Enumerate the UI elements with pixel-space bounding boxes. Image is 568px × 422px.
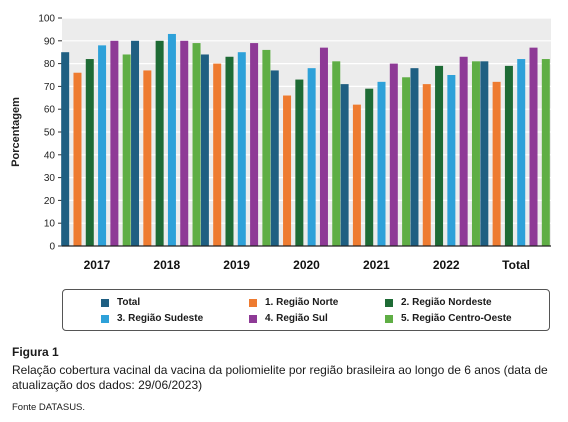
bar (529, 47, 538, 246)
legend-label: 2. Região Nordeste (401, 297, 492, 308)
y-tick-label: 20 (44, 196, 56, 207)
bar (435, 65, 444, 246)
figure-caption: Relação cobertura vacinal da vacina da p… (12, 363, 548, 392)
bar (541, 59, 550, 246)
bar (270, 70, 279, 246)
y-tick-label: 90 (44, 36, 56, 47)
legend-item-nordeste: 2. Região Nordeste (385, 297, 492, 308)
legend-item-total: Total (101, 297, 140, 308)
bar (98, 45, 107, 246)
bar (410, 68, 419, 246)
y-tick-label: 10 (44, 219, 56, 230)
legend-label: Total (117, 297, 141, 308)
legend-swatch (385, 314, 393, 323)
legend-swatch (101, 298, 109, 307)
legend-label: 5. Região Centro-Oeste (401, 313, 512, 324)
y-tick-label: 50 (44, 128, 56, 139)
bar (131, 40, 140, 246)
bar (180, 40, 189, 246)
legend-item-centro-oeste: 5. Região Centro-Oeste (385, 313, 512, 324)
bar (237, 52, 246, 247)
y-tick-label: 100 (38, 14, 55, 25)
legend-item-norte: 1. Região Norte (249, 297, 338, 308)
y-tick-label: 60 (44, 105, 56, 116)
legend-item-sudeste: 3. Região Sudeste (101, 313, 203, 324)
bar (250, 43, 259, 246)
bar (110, 40, 119, 246)
bar (377, 81, 386, 246)
bar (459, 56, 468, 247)
bar (143, 70, 152, 246)
bar (225, 56, 234, 247)
legend-label: 4. Região Sul (265, 313, 328, 324)
legend-label: 3. Região Sudeste (117, 313, 204, 324)
bar (319, 47, 328, 246)
x-tick-label: 2020 (293, 258, 320, 272)
bar (167, 33, 176, 247)
x-tick-label: 2018 (153, 258, 180, 272)
legend-swatch (249, 298, 257, 307)
figure-source: Fonte DATASUS. (12, 402, 86, 413)
bar (73, 72, 82, 246)
bar (447, 75, 456, 246)
bar (422, 84, 431, 247)
bar (85, 59, 94, 246)
x-tick-label: Total (502, 258, 530, 272)
legend-item-sul: 4. Região Sul (249, 313, 328, 324)
bar (492, 81, 501, 246)
bar (471, 61, 480, 246)
legend-swatch (249, 314, 257, 323)
bar (480, 61, 489, 246)
bar (155, 40, 164, 246)
bar (332, 61, 341, 246)
bar (61, 52, 70, 247)
bar (389, 63, 398, 246)
y-axis-label: Porcentagem (10, 97, 22, 167)
y-tick-label: 70 (44, 82, 56, 93)
x-tick-label: 2019 (223, 258, 250, 272)
x-tick-label: 2022 (433, 258, 460, 272)
bar (352, 104, 361, 246)
y-tick-label: 0 (49, 242, 55, 253)
bar (295, 79, 304, 246)
y-tick-label: 80 (44, 59, 56, 70)
bar (213, 63, 222, 246)
y-tick-label: 30 (44, 173, 56, 184)
bar-chart: 0 10 20 30 40 50 60 70 80 90 100 Porcentagem 2017 201… (10, 14, 551, 272)
bar (504, 65, 513, 246)
legend-swatch (101, 314, 109, 323)
bar (307, 68, 316, 246)
legend-swatch (385, 298, 393, 307)
bar (200, 54, 209, 247)
bar (517, 59, 526, 246)
bar (283, 95, 292, 247)
legend-label: 1. Região Norte (265, 297, 339, 308)
y-tick-label: 40 (44, 150, 56, 161)
bar (402, 77, 411, 246)
bar (365, 88, 374, 247)
bar (340, 84, 349, 247)
bar (192, 43, 201, 246)
chart-legend: Total 1. Região Norte 2. Região Nordeste… (62, 289, 550, 331)
figure-label: Figura 1 (12, 345, 59, 359)
x-tick-label: 2017 (84, 258, 111, 272)
bar (262, 49, 271, 246)
bar (122, 54, 131, 247)
x-tick-label: 2021 (363, 258, 390, 272)
